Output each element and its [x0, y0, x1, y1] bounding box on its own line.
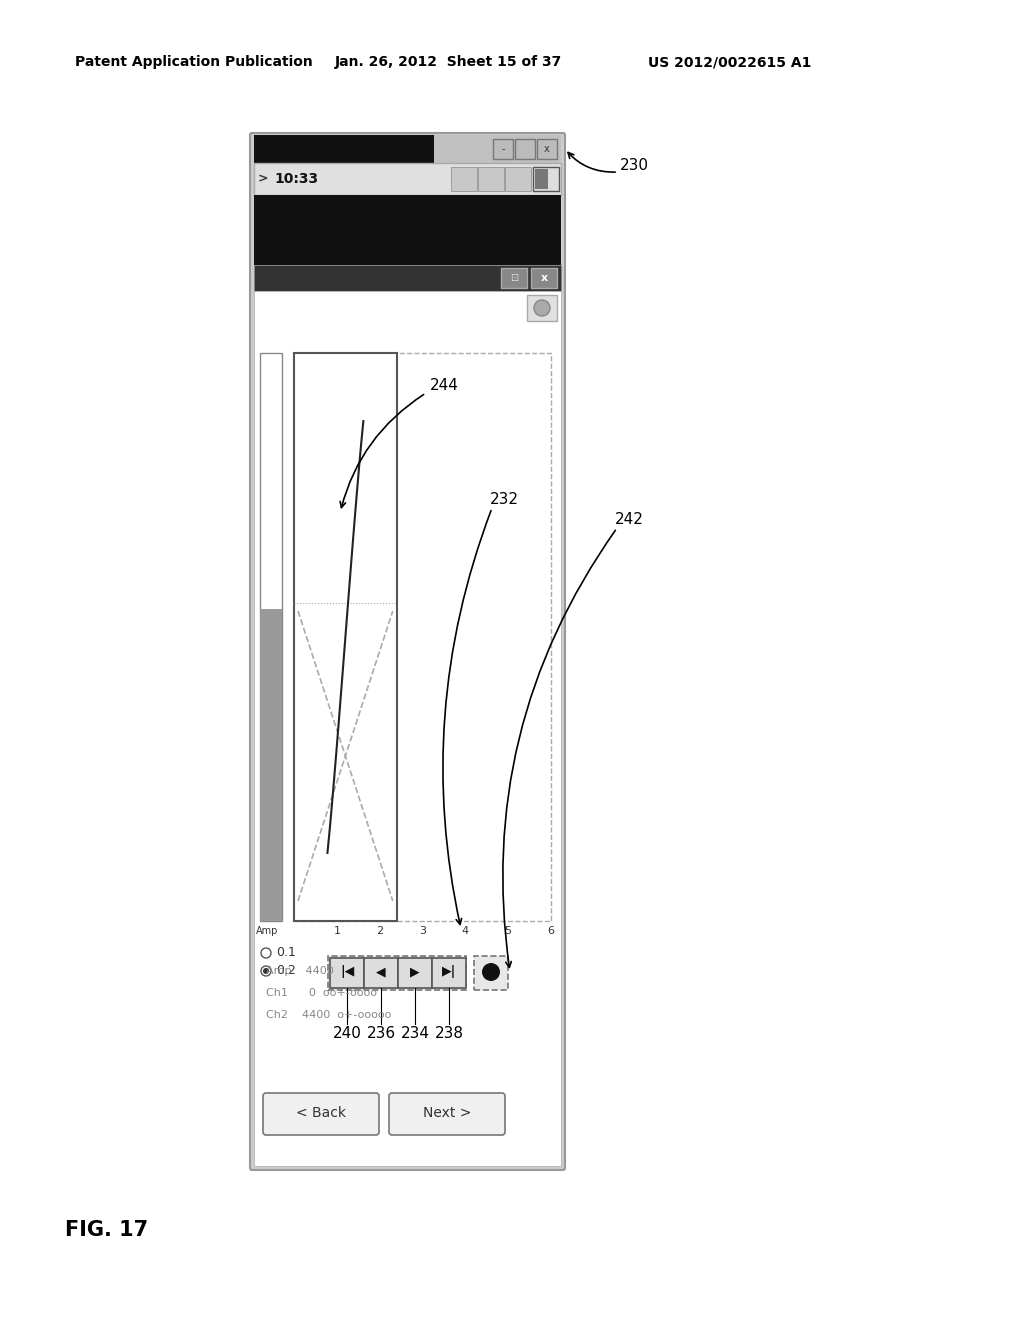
Text: 0.1: 0.1: [276, 946, 296, 960]
Bar: [531, 268, 557, 288]
Text: 238: 238: [434, 1026, 464, 1040]
Bar: [478, 168, 504, 191]
Circle shape: [482, 964, 500, 981]
Text: 236: 236: [367, 1026, 395, 1040]
Text: 3: 3: [419, 927, 426, 936]
Circle shape: [534, 300, 550, 315]
Text: -: -: [502, 144, 505, 154]
Bar: [474, 956, 508, 990]
Text: |◀: |◀: [340, 965, 354, 978]
Text: < Back: < Back: [296, 1106, 346, 1119]
Text: 242: 242: [615, 512, 644, 528]
Bar: [534, 168, 559, 191]
Text: 244: 244: [430, 378, 459, 392]
Bar: [294, 352, 551, 921]
Text: 2: 2: [376, 927, 383, 936]
Text: 0.2: 0.2: [276, 965, 296, 978]
FancyBboxPatch shape: [389, 1093, 505, 1135]
Bar: [254, 162, 561, 195]
Text: x: x: [541, 273, 548, 282]
Bar: [254, 265, 561, 290]
Bar: [330, 958, 364, 987]
Text: ◀: ◀: [376, 965, 386, 978]
Bar: [254, 135, 561, 162]
Text: 6: 6: [548, 927, 555, 936]
Text: ▶|: ▶|: [442, 965, 456, 978]
Text: x: x: [544, 144, 550, 154]
Text: 232: 232: [490, 492, 519, 507]
Bar: [493, 139, 513, 158]
Text: Ch2    4400  o+-ooooo: Ch2 4400 o+-ooooo: [266, 1010, 391, 1020]
Text: Jan. 26, 2012  Sheet 15 of 37: Jan. 26, 2012 Sheet 15 of 37: [335, 55, 562, 69]
Bar: [535, 169, 548, 189]
FancyBboxPatch shape: [250, 133, 565, 1170]
Text: 1: 1: [334, 927, 340, 936]
Text: Next >: Next >: [423, 1106, 471, 1119]
Text: ▶: ▶: [411, 965, 420, 978]
Text: 240: 240: [333, 1026, 361, 1040]
Bar: [432, 958, 466, 987]
Text: Ch1      0  oo+-oooo: Ch1 0 oo+-oooo: [266, 987, 377, 998]
Bar: [294, 352, 397, 921]
Text: 10:33: 10:33: [274, 172, 318, 186]
Text: Amp: Amp: [256, 927, 279, 936]
Bar: [260, 352, 282, 921]
Bar: [505, 168, 531, 191]
Text: 4: 4: [462, 927, 469, 936]
Circle shape: [263, 968, 269, 974]
Text: US 2012/0022615 A1: US 2012/0022615 A1: [648, 55, 811, 69]
Bar: [451, 168, 477, 191]
Bar: [260, 609, 282, 921]
Bar: [537, 139, 557, 158]
Text: 5: 5: [505, 927, 512, 936]
Text: Amp    4400: Amp 4400: [266, 966, 334, 975]
Text: ⊡: ⊡: [510, 273, 518, 282]
Bar: [254, 195, 561, 265]
Bar: [527, 294, 557, 321]
Bar: [254, 135, 434, 162]
Bar: [398, 958, 432, 987]
Text: Patent Application Publication: Patent Application Publication: [75, 55, 312, 69]
Text: 234: 234: [400, 1026, 429, 1040]
Bar: [328, 956, 466, 990]
Text: >: >: [258, 173, 268, 186]
Bar: [254, 290, 561, 1166]
FancyBboxPatch shape: [263, 1093, 379, 1135]
Bar: [515, 139, 535, 158]
Text: 230: 230: [620, 157, 649, 173]
Text: FIG. 17: FIG. 17: [65, 1220, 148, 1239]
Bar: [501, 268, 527, 288]
Bar: [364, 958, 398, 987]
